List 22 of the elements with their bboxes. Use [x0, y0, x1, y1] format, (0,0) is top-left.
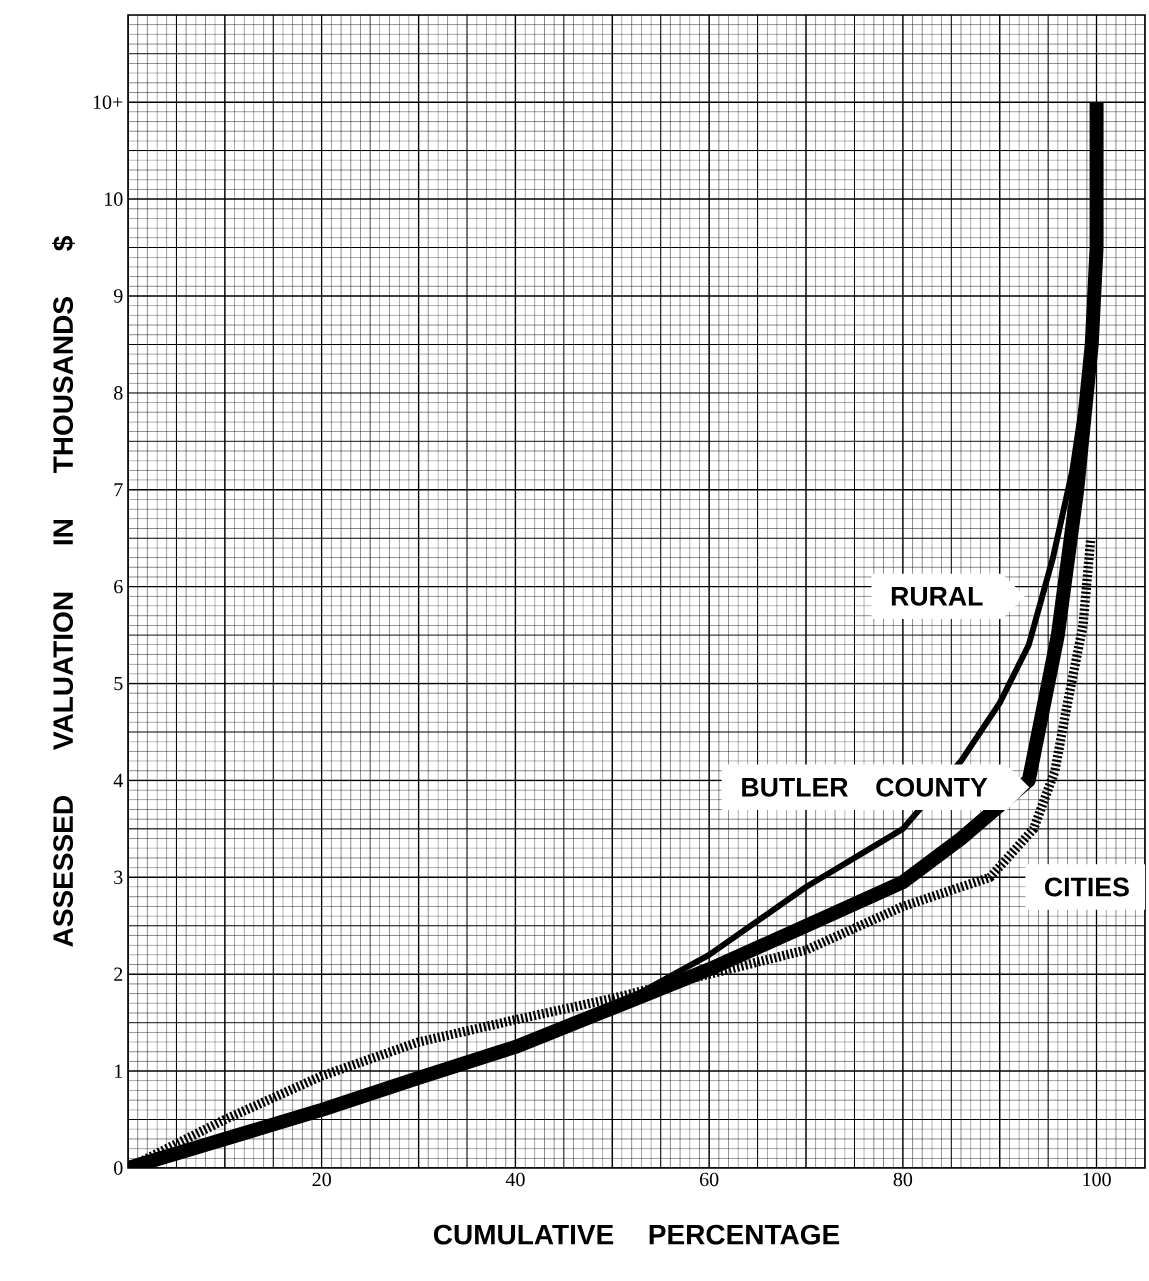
y-tick-label: 10+: [93, 95, 123, 109]
y-tick-label: 5: [114, 676, 123, 691]
x-tick-label: 60: [700, 1172, 719, 1187]
series-label: BUTLER COUNTY: [742, 777, 988, 797]
series-label: CITIES: [1045, 877, 1129, 897]
x-tick-label: 20: [312, 1172, 331, 1187]
text: RURAL: [891, 587, 983, 606]
x-tick-label: 100: [1083, 1172, 1111, 1187]
y-axis-title: ASSESSED VALUATION IN THOUSANDS $: [51, 236, 75, 947]
x-axis-title: CUMULATIVE PERCENTAGE: [433, 1224, 840, 1245]
x-tick-label: 80: [893, 1172, 913, 1187]
y-tick-label: 2: [114, 967, 123, 981]
y-tick-label: 10: [105, 192, 123, 206]
y-tick-label: 4: [113, 773, 123, 788]
y-tick-label: 3: [114, 870, 123, 885]
y-tick-label: 9: [113, 289, 123, 303]
y-tick-label: 6: [114, 579, 123, 594]
y-tick-label: 7: [114, 483, 123, 497]
y-tick-label: 0: [114, 1161, 123, 1175]
x-tick-label: 40: [505, 1172, 525, 1187]
y-tick-label: 1: [115, 1064, 123, 1078]
y-tick-label: 8: [114, 386, 123, 400]
